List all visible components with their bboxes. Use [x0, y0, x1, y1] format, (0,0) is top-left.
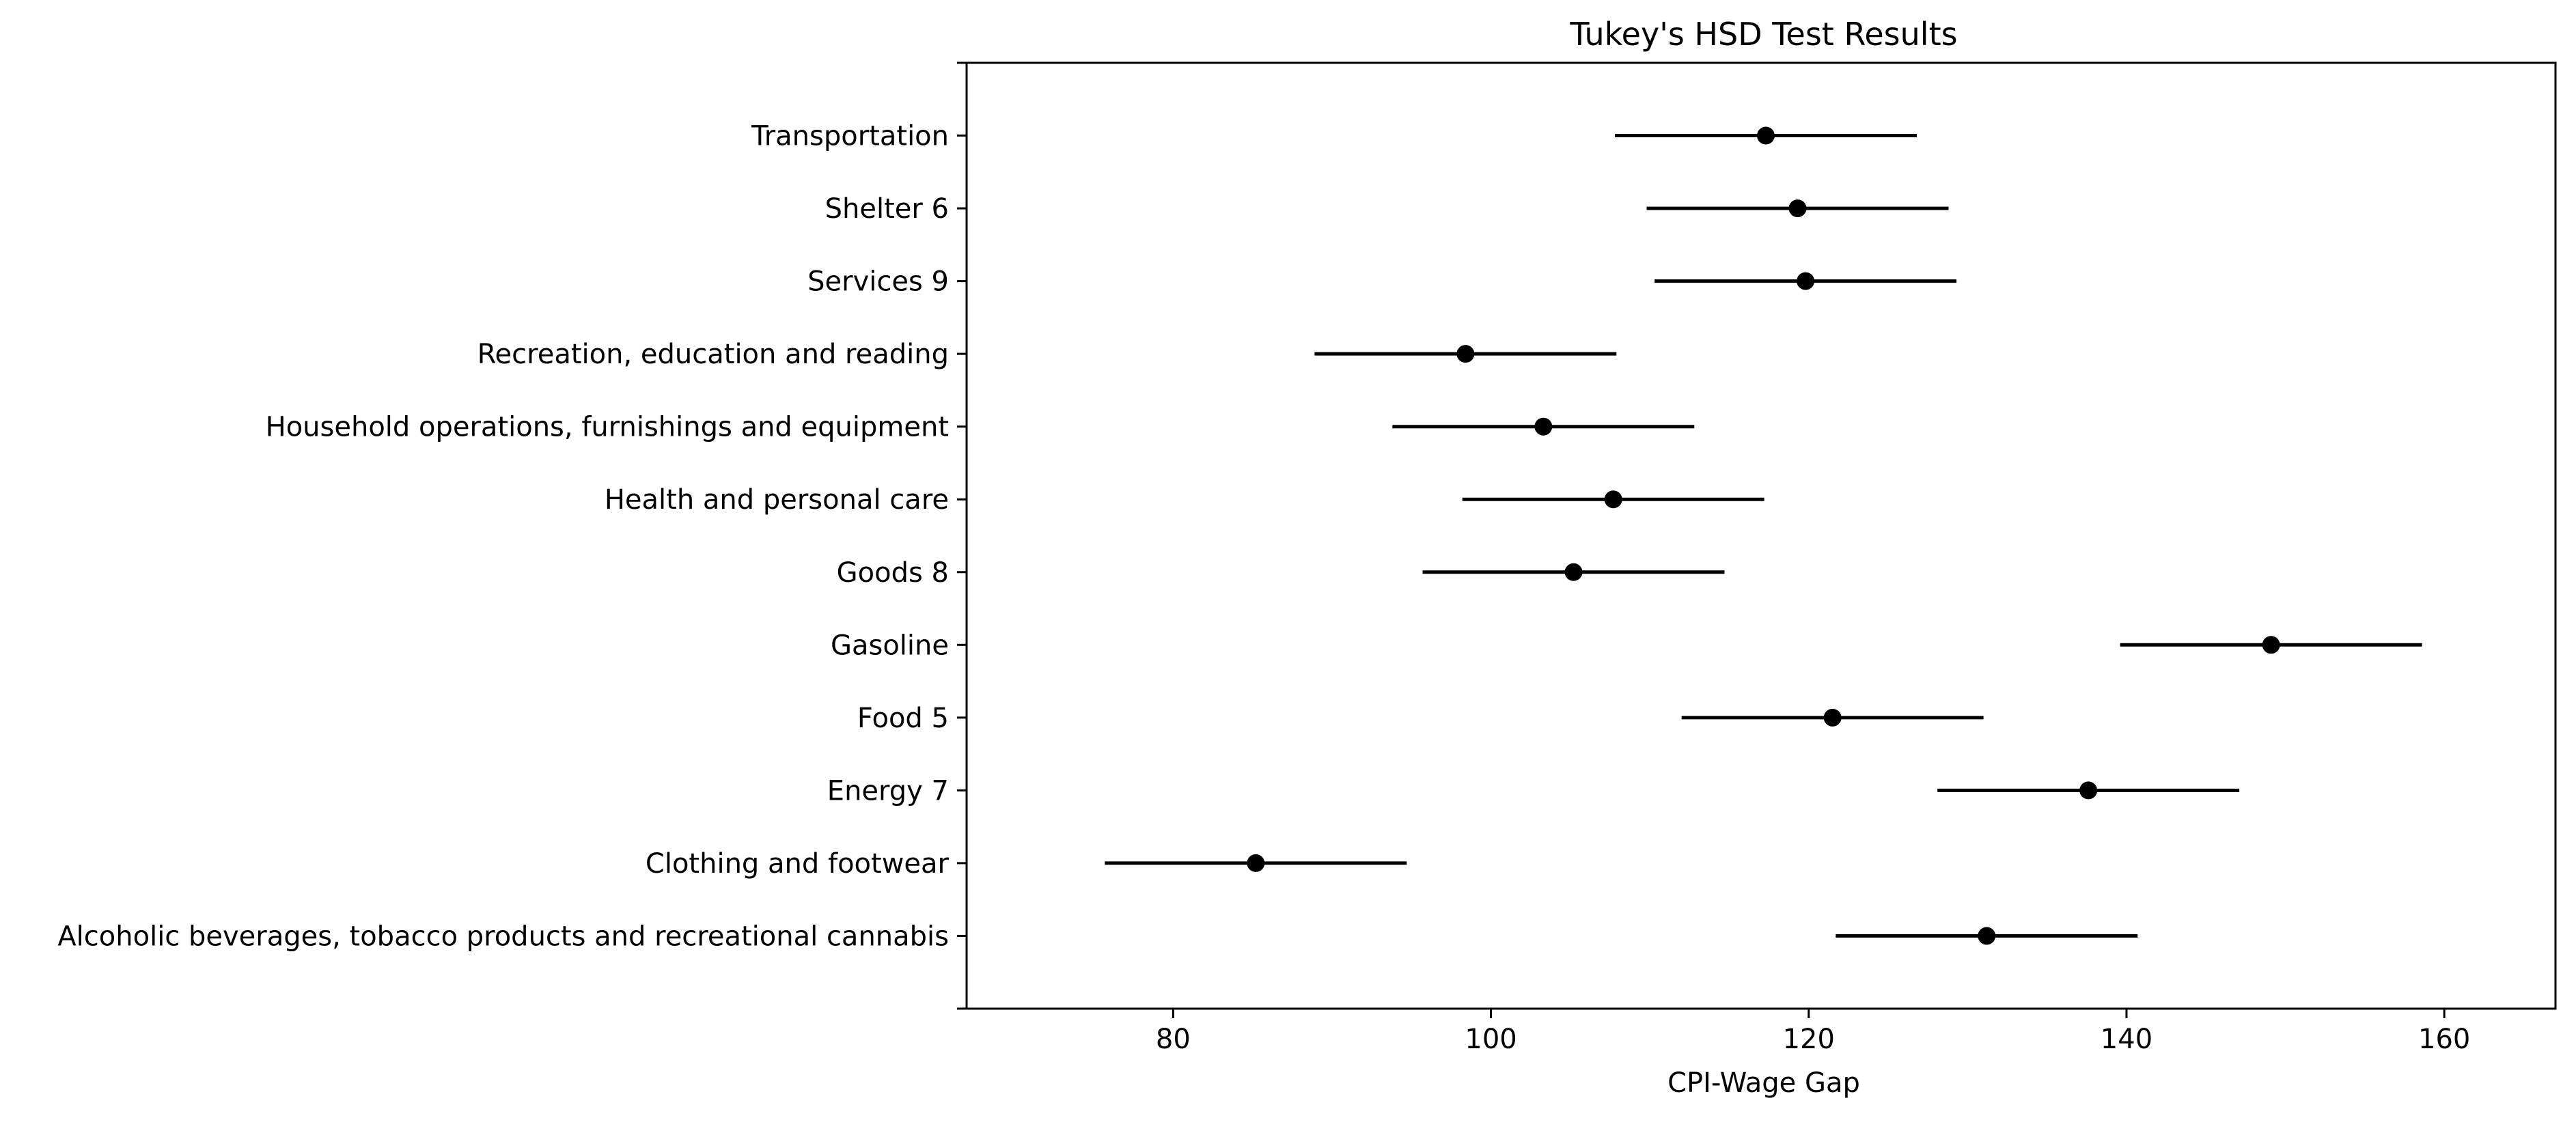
y-tick-label: Services 9	[807, 266, 949, 298]
mean-point	[1534, 417, 1553, 436]
y-tick-label: Energy 7	[827, 775, 949, 807]
y-tick-label: Household operations, furnishings and eq…	[266, 412, 949, 443]
x-tick-label: 140	[2101, 1024, 2152, 1055]
mean-point	[2262, 636, 2280, 654]
y-tick-label: Shelter 6	[825, 193, 949, 225]
mean-point	[1456, 345, 1475, 363]
y-tick-label: Food 5	[857, 703, 949, 734]
mean-point	[1788, 199, 1807, 218]
y-tick-label: Goods 8	[837, 557, 949, 589]
x-tick-label: 100	[1465, 1024, 1516, 1055]
x-tick-label: 80	[1156, 1024, 1191, 1055]
y-tick-label: Health and personal care	[605, 484, 949, 516]
y-tick-label: Transportation	[751, 121, 949, 152]
y-tick-label: Alcoholic beverages, tobacco products an…	[57, 921, 949, 952]
chart-title: Tukey's HSD Test Results	[1569, 16, 1957, 53]
mean-point	[1564, 563, 1583, 581]
mean-point	[1823, 708, 1842, 727]
plot-frame	[965, 61, 2557, 1010]
mean-point	[2079, 781, 2098, 800]
mean-point	[1756, 126, 1775, 145]
y-tick-label: Clothing and footwear	[646, 848, 950, 880]
mean-point	[1797, 272, 1815, 290]
y-tick-label: Recreation, education and reading	[477, 339, 949, 370]
x-tick-label: 120	[1783, 1024, 1835, 1055]
mean-point	[1604, 490, 1622, 509]
y-tick-label: Gasoline	[831, 630, 949, 661]
x-axis-label: CPI-Wage Gap	[1667, 1067, 1860, 1099]
mean-point	[1247, 854, 1265, 872]
x-tick-label: 160	[2418, 1024, 2470, 1055]
mean-point	[1978, 927, 1996, 945]
